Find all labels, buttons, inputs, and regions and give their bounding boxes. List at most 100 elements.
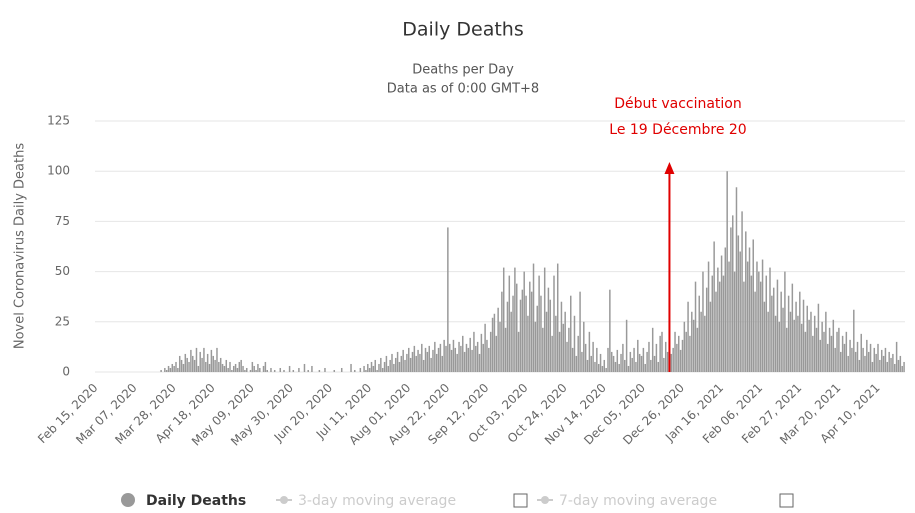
bar (767, 311, 769, 372)
bar (797, 315, 799, 372)
bar (467, 347, 470, 372)
bar (663, 357, 665, 372)
bar (419, 353, 421, 372)
bar (620, 353, 622, 372)
bar (551, 335, 553, 372)
bar (856, 341, 859, 372)
bar (592, 341, 594, 372)
bar (834, 347, 836, 372)
bar (476, 341, 479, 372)
bar (536, 305, 538, 372)
bar (771, 295, 773, 372)
bar (525, 295, 527, 372)
bar (886, 361, 889, 372)
bar (890, 357, 892, 372)
bar (789, 311, 792, 372)
checkbox[interactable] (513, 493, 528, 508)
bar (383, 361, 386, 372)
bar (648, 341, 650, 372)
y-tick-label: 25 (55, 314, 70, 328)
bar (786, 327, 788, 372)
legend-label[interactable]: 7-day moving average (559, 493, 717, 509)
bar (469, 337, 471, 372)
bar (879, 359, 881, 372)
bar (882, 355, 885, 372)
bar (380, 357, 382, 372)
legend-label[interactable]: 3-day moving average (298, 493, 456, 509)
bar (624, 359, 626, 372)
bar (212, 355, 214, 372)
annotation: Début vaccination (614, 96, 742, 112)
bar (799, 291, 801, 372)
bar (340, 367, 343, 372)
bar (676, 343, 678, 372)
legend-label[interactable]: Daily Deaths (146, 493, 246, 509)
bar (225, 359, 228, 372)
bar (772, 287, 775, 372)
bar (430, 357, 432, 372)
bar (560, 301, 563, 372)
bar (732, 215, 734, 372)
bar (596, 347, 598, 372)
bar (609, 289, 611, 372)
bar (631, 357, 633, 372)
bar (664, 341, 667, 372)
bar (270, 367, 272, 372)
bar (782, 307, 784, 372)
bar (761, 259, 764, 372)
bar (629, 351, 632, 372)
bar (219, 357, 222, 372)
bar (854, 351, 857, 372)
bar (264, 361, 267, 372)
bar (164, 367, 166, 372)
bar (475, 345, 477, 372)
bar (728, 261, 730, 372)
bar (193, 359, 196, 372)
bar (571, 347, 574, 372)
bar (214, 359, 216, 372)
bar (493, 313, 496, 372)
bar (828, 327, 831, 372)
bar (588, 331, 591, 372)
bar (406, 353, 408, 372)
bar (709, 301, 712, 372)
bar (534, 321, 537, 372)
bar (812, 335, 814, 372)
bar (398, 361, 401, 372)
bar (501, 291, 503, 372)
checkbox[interactable] (779, 493, 794, 508)
bar (858, 359, 861, 372)
bar (806, 305, 808, 372)
y-tick-label: 0 (62, 365, 70, 379)
bar (182, 363, 185, 372)
y-tick-label: 50 (55, 264, 70, 278)
bar (568, 327, 570, 372)
bar (718, 281, 721, 372)
bar (376, 369, 378, 372)
bar (841, 335, 844, 372)
bar (635, 361, 637, 372)
y-tick-label: 125 (47, 114, 70, 128)
bar (776, 279, 779, 372)
bar (458, 341, 460, 372)
bar (365, 369, 367, 372)
bar (756, 261, 758, 372)
bar (638, 353, 641, 372)
bar (307, 369, 309, 372)
bar (689, 335, 691, 372)
bar (871, 361, 874, 372)
bar (838, 327, 840, 372)
bar (393, 363, 395, 372)
bar (819, 339, 822, 372)
bar (259, 367, 261, 372)
bar (849, 339, 851, 372)
bar (687, 301, 689, 372)
bar (428, 345, 430, 372)
bar (605, 367, 607, 372)
bar (616, 349, 619, 372)
bar (735, 187, 738, 372)
bar (877, 343, 879, 372)
bar (678, 335, 680, 372)
bar (862, 347, 864, 372)
bar (421, 343, 423, 372)
